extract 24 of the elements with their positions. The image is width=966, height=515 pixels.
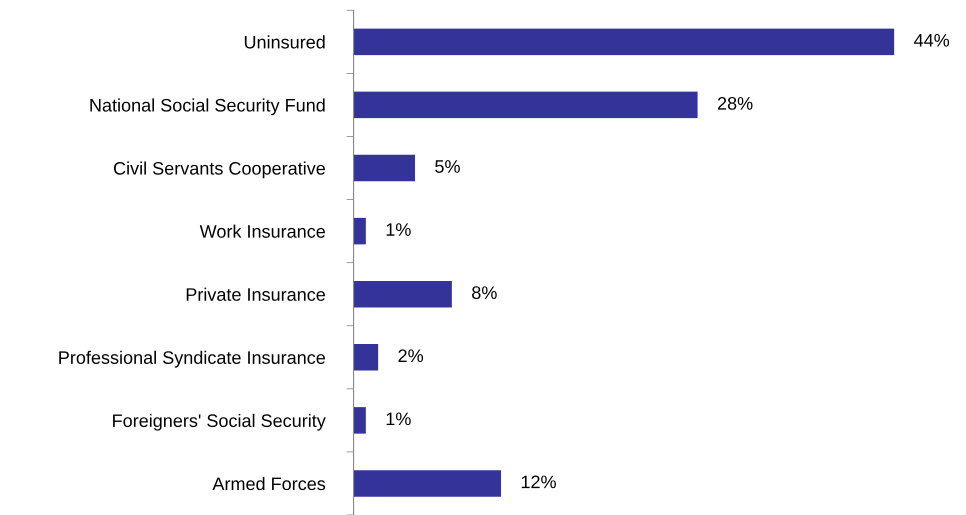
bar [354,407,366,434]
bar [354,280,452,308]
bar [354,470,501,497]
y-tick-label: Private Insurance [186,288,325,301]
bar [354,154,415,182]
data-label: 2% [398,349,424,362]
data-label: 1% [386,223,411,236]
y-tick-label: Foreigners' Social Security [113,414,326,431]
bar [354,218,366,244]
bar [354,92,698,118]
data-label: 44% [914,34,950,47]
data-label: 12% [522,476,556,488]
data-label: 8% [472,286,497,300]
data-label: 28% [718,96,753,110]
bar [354,28,894,56]
y-tick-label: Armed Forces [212,476,326,490]
data-label: 1% [386,412,411,426]
y-tick-label: Professional Syndicate Insurance [59,350,325,368]
y-tick-label: Work Insurance [200,224,325,238]
bar [354,344,378,371]
y-tick-label: Civil Servants Cooperative [114,161,325,178]
data-label: 5% [435,160,460,173]
y-tick-label: National Social Security Fund [90,98,325,116]
y-tick-label: Uninsured [244,35,325,49]
